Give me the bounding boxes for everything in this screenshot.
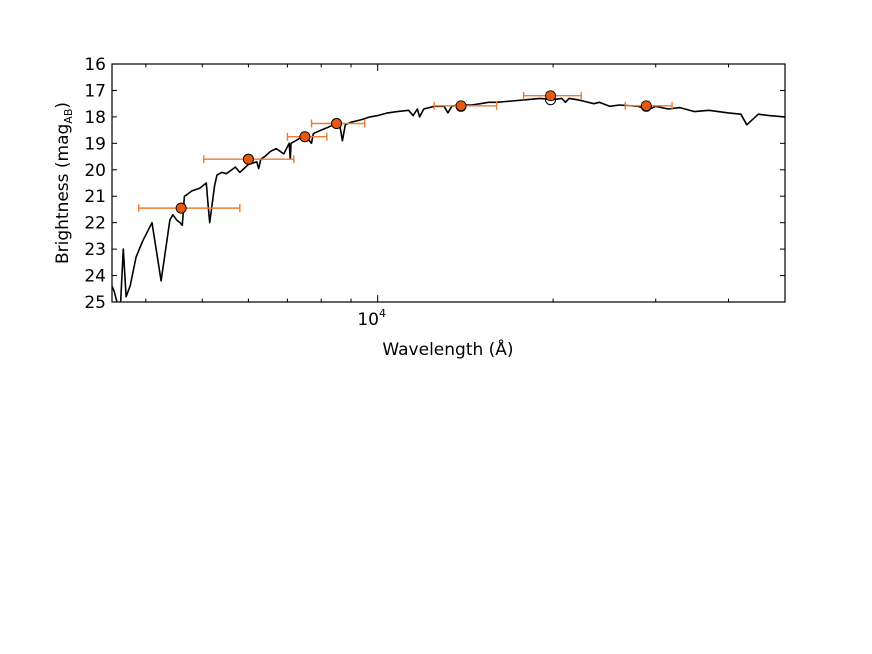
observed-point xyxy=(175,202,187,214)
x-tick-label-exponent: 4 xyxy=(379,307,386,320)
y-tick-label: 19 xyxy=(84,134,106,154)
y-tick-label: 18 xyxy=(84,108,106,128)
observed-point xyxy=(640,100,652,112)
x-axis-label: Wavelength (Å) xyxy=(382,338,513,360)
observed-point xyxy=(545,90,556,102)
observed-point xyxy=(243,153,254,165)
observed-point xyxy=(455,100,467,112)
y-axis-label-main: Brightness (mag xyxy=(53,124,73,264)
y-tick-label: 20 xyxy=(84,161,106,181)
y-axis-label-close: ) xyxy=(53,102,73,109)
y-tick-label: 16 xyxy=(84,55,106,75)
y-tick-label: 24 xyxy=(84,267,106,287)
y-tick-label: 25 xyxy=(84,293,106,313)
y-tick-label: 22 xyxy=(84,214,106,234)
model-spectrum-line xyxy=(112,97,785,302)
x-tick-label: 104 xyxy=(357,307,386,330)
y-axis-label: Brightness (magAB) xyxy=(53,102,75,264)
y-axis-label-subscript: AB xyxy=(62,109,75,124)
x-tick-label-base: 10 xyxy=(357,310,379,330)
axes-frame xyxy=(111,63,786,303)
plot-content xyxy=(112,90,785,302)
observed-point xyxy=(299,131,311,143)
y-tick-label: 21 xyxy=(84,187,106,207)
y-tick-label: 17 xyxy=(84,81,106,101)
y-tick-label: 23 xyxy=(84,240,106,260)
y-axis: 16 17 18 19 20 21 22 23 24 25 xyxy=(84,55,785,313)
x-axis: 104 xyxy=(145,64,786,330)
observed-point xyxy=(331,118,342,129)
